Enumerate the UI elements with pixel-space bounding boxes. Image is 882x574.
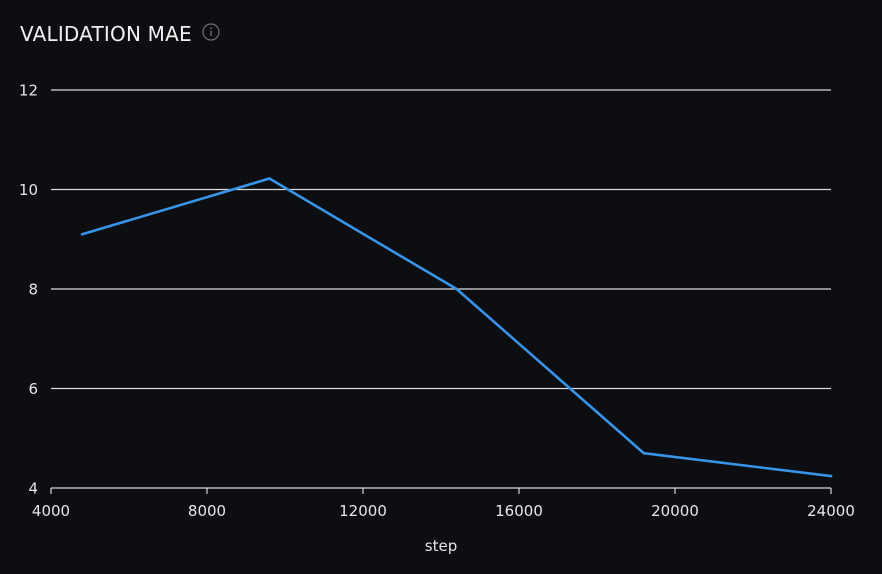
panel-header: VALIDATION MAE xyxy=(20,22,220,46)
series-layer xyxy=(80,177,833,478)
axis-layer: 4 6 8 10 12 4000 8000 12000 16000 20000 24000 xyxy=(19,82,855,521)
data-point-0-2 xyxy=(455,287,458,291)
data-point-0-3 xyxy=(642,451,646,455)
y-tick-label-10: 10 xyxy=(19,181,38,199)
data-point-0-4 xyxy=(829,474,833,478)
x-axis-title: step xyxy=(425,537,457,555)
y-tick-label-12: 12 xyxy=(19,82,38,100)
y-tick-label-4: 4 xyxy=(28,480,38,498)
grid-layer xyxy=(51,89,831,489)
x-tick-label-24000: 24000 xyxy=(807,502,855,520)
x-tick-label-4000: 4000 xyxy=(32,502,70,520)
chart-title: VALIDATION MAE xyxy=(20,22,192,46)
x-tick-label-20000: 20000 xyxy=(651,502,699,520)
info-circle-icon[interactable] xyxy=(202,23,220,41)
x-tick-label-16000: 16000 xyxy=(495,502,543,520)
data-point-0-1 xyxy=(268,177,271,180)
data-point-0-0 xyxy=(80,232,84,236)
series-line-0 xyxy=(80,177,833,478)
x-tick-label-12000: 12000 xyxy=(339,502,387,520)
y-tick-label-6: 6 xyxy=(28,380,38,398)
x-tick-label-8000: 8000 xyxy=(188,502,226,520)
y-tick-label-8: 8 xyxy=(28,281,38,299)
